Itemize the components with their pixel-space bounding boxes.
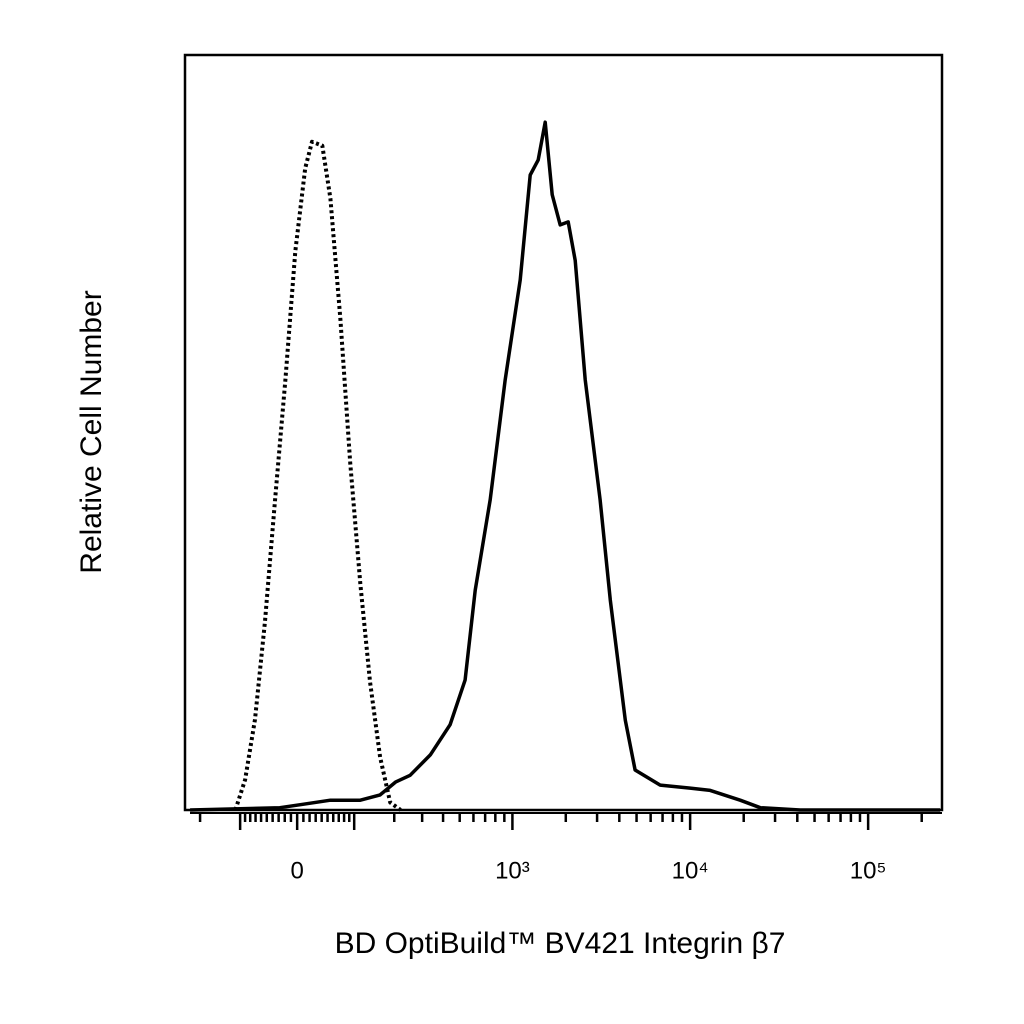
histogram-line bbox=[190, 120, 941, 812]
x-tick-label: 0 bbox=[290, 857, 303, 884]
histogram-line bbox=[233, 139, 402, 812]
plot-frame bbox=[183, 53, 944, 812]
x-tick-label: 10³ bbox=[495, 857, 530, 884]
y-axis-label: Relative Cell Number bbox=[75, 290, 108, 573]
x-tick-label: 10⁵ bbox=[850, 857, 887, 884]
x-tick-label: 10⁴ bbox=[672, 857, 709, 884]
x-axis-label: BD OptiBuild™ BV421 Integrin β7 bbox=[335, 927, 786, 960]
